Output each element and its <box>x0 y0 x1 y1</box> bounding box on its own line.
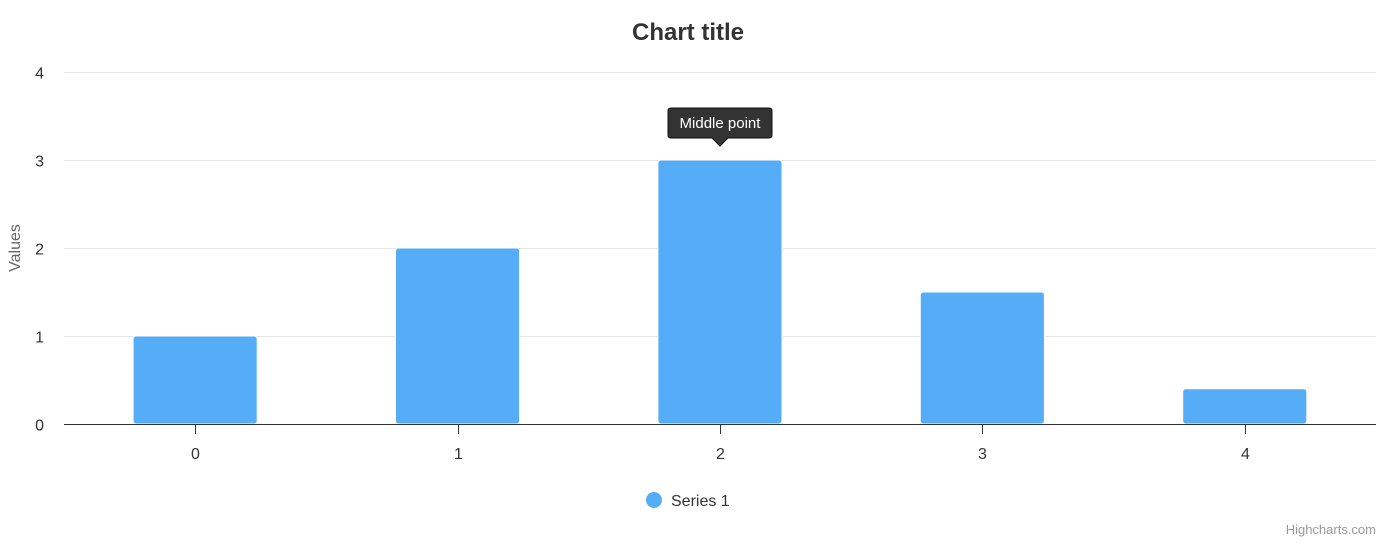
legend-label-series-1[interactable]: Series 1 <box>671 493 730 510</box>
x-tick-label: 3 <box>978 446 987 463</box>
chart-title: Chart title <box>632 19 744 46</box>
x-tick-label: 4 <box>1241 446 1250 463</box>
y-tick-label: 2 <box>35 242 44 259</box>
credits-link[interactable]: Highcharts.com <box>1286 522 1376 537</box>
y-axis-tick-labels: 0 1 2 3 4 <box>35 66 44 435</box>
x-axis-ticks: 0 1 2 3 4 <box>191 424 1250 463</box>
x-tick-label: 0 <box>191 446 200 463</box>
y-tick-label: 0 <box>35 418 44 435</box>
annotation-box <box>667 107 773 147</box>
y-tick-label: 3 <box>35 154 44 171</box>
annotations: Middle point <box>667 107 773 147</box>
bar-1[interactable] <box>395 247 521 425</box>
y-tick-label: 1 <box>35 330 44 347</box>
bar-2[interactable] <box>657 159 783 425</box>
x-tick-label: 1 <box>454 446 463 463</box>
annotation-text: Middle point <box>680 115 762 132</box>
legend[interactable]: Series 1 <box>646 492 730 510</box>
legend-symbol[interactable] <box>646 492 662 508</box>
annotation-label: Middle point <box>667 107 773 147</box>
y-tick-label: 4 <box>35 66 44 83</box>
bar-3[interactable] <box>919 291 1045 425</box>
bar-0[interactable] <box>132 335 258 425</box>
bar-4[interactable] <box>1182 388 1308 425</box>
y-axis-title: Values <box>7 224 24 272</box>
x-tick-label: 2 <box>716 446 725 463</box>
bars <box>132 159 1308 425</box>
